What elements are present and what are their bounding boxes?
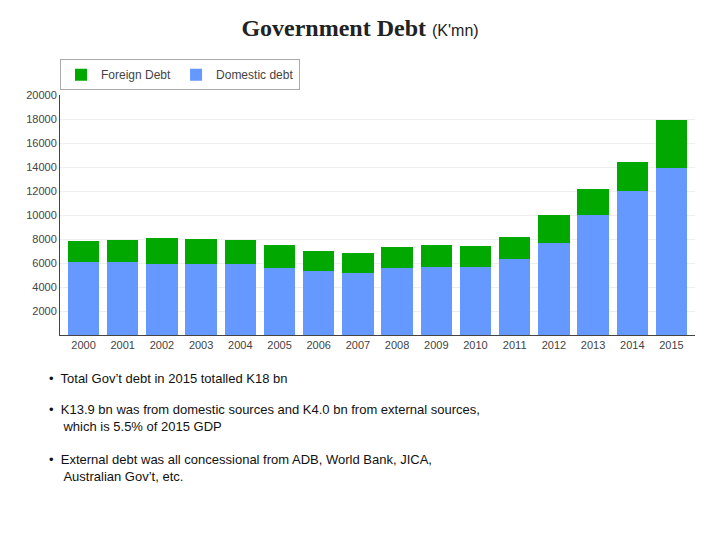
svg-text:16000: 16000 (26, 137, 57, 149)
svg-text:2004: 2004 (228, 339, 252, 351)
svg-text:20000: 20000 (26, 89, 57, 101)
svg-text:2015: 2015 (659, 339, 683, 351)
svg-text:2000: 2000 (32, 305, 56, 317)
svg-text:18000: 18000 (26, 113, 57, 125)
svg-text:2011: 2011 (503, 339, 527, 351)
svg-text:2003: 2003 (189, 339, 213, 351)
svg-text:8000: 8000 (32, 233, 56, 245)
svg-text:• Total Gov’t debt in 2015 to: • Total Gov’t debt in 2015 totalled K18 … (49, 371, 287, 386)
svg-text:2007: 2007 (346, 339, 370, 351)
svg-text:2008: 2008 (385, 339, 409, 351)
svg-text:4000: 4000 (32, 281, 56, 293)
svg-text:• External debt was all conce: • External debt was all concessional fro… (49, 452, 432, 484)
svg-text:2014: 2014 (620, 339, 644, 351)
svg-text:2005: 2005 (267, 339, 291, 351)
svg-text:2000: 2000 (71, 339, 95, 351)
svg-text:2002: 2002 (150, 339, 174, 351)
svg-text:Domestic debt: Domestic debt (216, 68, 293, 82)
svg-text:2009: 2009 (424, 339, 448, 351)
svg-text:14000: 14000 (26, 161, 57, 173)
svg-text:2012: 2012 (542, 339, 566, 351)
svg-text:2013: 2013 (581, 339, 605, 351)
svg-text:Government Debt (K'mn): Government Debt (K'mn) (241, 15, 478, 41)
svg-text:2010: 2010 (463, 339, 487, 351)
svg-text:2006: 2006 (306, 339, 330, 351)
svg-text:Foreign Debt: Foreign Debt (101, 68, 171, 82)
svg-text:10000: 10000 (26, 209, 57, 221)
svg-text:12000: 12000 (26, 185, 57, 197)
svg-text:6000: 6000 (32, 257, 56, 269)
svg-text:• K13.9 bn was from domestic: • K13.9 bn was from domestic sources and… (49, 402, 480, 434)
svg-text:2001: 2001 (110, 339, 134, 351)
